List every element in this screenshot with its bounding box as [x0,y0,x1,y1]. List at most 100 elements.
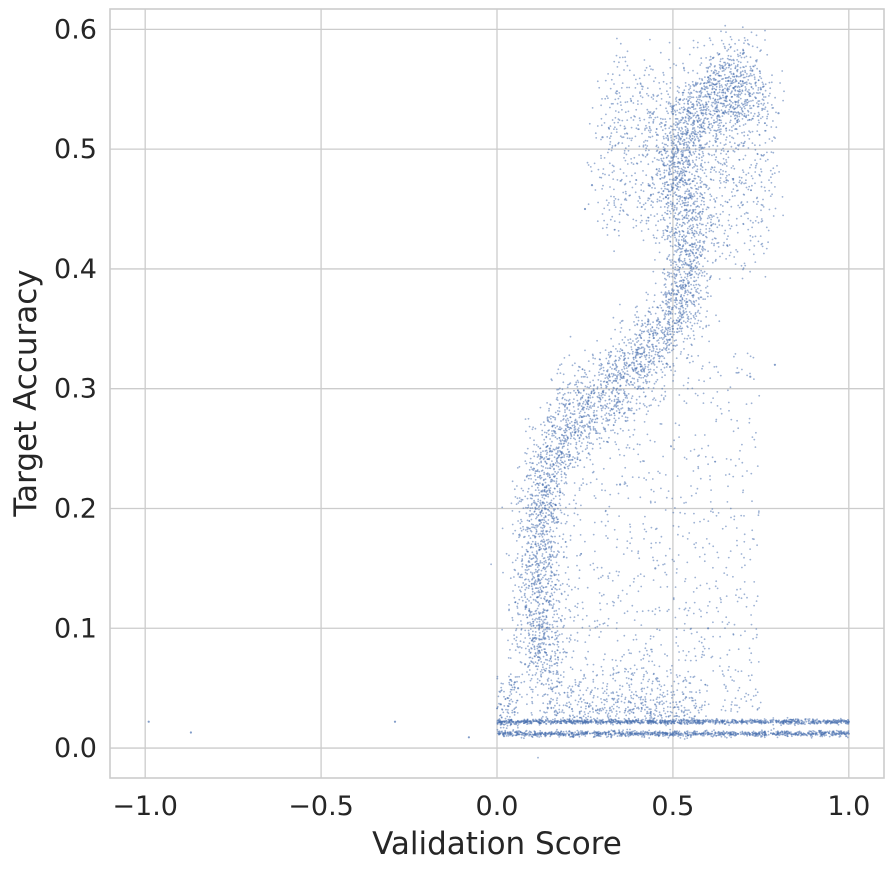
scatter-point [623,363,626,365]
scatter-point [689,337,691,339]
scatter-point [608,174,610,177]
scatter-point [678,315,681,317]
scatter-point [616,365,619,368]
scatter-point [661,176,663,179]
scatter-point [543,566,545,569]
scatter-point [684,174,686,177]
scatter-point [653,329,655,331]
scatter-point [556,662,559,665]
scatter-point [621,319,624,322]
scatter-point [678,327,681,330]
scatter-point [660,157,663,160]
scatter-point [623,367,626,370]
scatter-point [556,425,559,428]
scatter-point [556,625,559,628]
scatter-point [686,293,689,296]
scatter-point [553,613,556,616]
scatter-point [546,501,548,504]
scatter-point [605,113,607,116]
scatter-point [677,286,679,288]
scatter-point [590,170,593,173]
scatter-point [553,591,556,594]
scatter-point [578,416,581,419]
scatter-point [566,386,569,389]
scatter-point [688,53,691,56]
scatter-point [619,168,622,171]
scatter-point [537,489,540,491]
scatter-point [558,491,561,494]
scatter-point [502,571,504,574]
scatter-point [641,182,644,184]
scatter-point [614,198,617,200]
scatter-point [633,321,635,323]
scatter-point [749,65,752,68]
scatter-point [647,129,650,132]
scatter-point [670,342,673,345]
scatter-point [540,625,543,628]
scatter-point [606,381,609,383]
scatter-point [679,130,682,132]
scatter-point [709,77,712,80]
scatter-point [546,503,549,506]
scatter-point [694,112,697,114]
scatter-point [649,131,651,134]
scatter-point [679,172,682,175]
scatter-point [675,194,677,196]
scatter-point [542,450,544,452]
scatter-point [532,534,534,537]
scatter-point [749,95,752,97]
scatter-point [648,356,651,359]
scatter-point [520,627,523,630]
scatter-point [528,648,531,651]
scatter-point [703,82,706,85]
scatter-point [671,289,673,292]
scatter-point [621,407,624,409]
scatter-point [604,430,607,433]
scatter-point [532,501,535,504]
scatter-point [692,248,695,251]
scatter-point [660,360,663,363]
scatter-point [683,156,686,159]
scatter-point [715,85,718,88]
scatter-point [609,141,612,143]
scatter-point [674,250,676,252]
scatter-point [589,427,592,430]
scatter-point [685,298,688,300]
scatter-point [661,214,664,217]
scatter-point [528,608,531,610]
scatter-point [644,322,646,325]
scatter-point [654,259,656,261]
scatter-point [545,512,548,514]
scatter-point [551,580,553,583]
scatter-point [540,423,542,426]
scatter-point [588,122,591,125]
scatter-point [511,619,514,622]
scatter-point [555,448,557,450]
scatter-point [624,336,626,338]
scatter-point [535,624,538,627]
scatter-point [635,316,638,319]
scatter-point [727,48,730,51]
scatter-point [531,691,534,693]
scatter-point [671,228,673,231]
scatter-point [649,65,651,68]
scatter-point [657,146,660,149]
scatter-point [643,349,646,352]
scatter-point [641,322,644,325]
scatter-point [693,114,696,116]
scatter-point [529,686,531,689]
scatter-point [550,479,552,481]
scatter-point [705,103,708,106]
scatter-point [710,123,713,125]
scatter-point [711,261,714,264]
scatter-point [602,168,605,170]
scatter-point [700,203,702,206]
scatter-point [684,167,686,169]
scatter-point [615,90,618,93]
scatter-point [532,640,535,643]
scatter-point [645,147,648,150]
scatter-point [636,162,639,165]
scatter-point [544,442,547,444]
scatter-point [664,181,666,184]
scatter-point [665,137,668,139]
